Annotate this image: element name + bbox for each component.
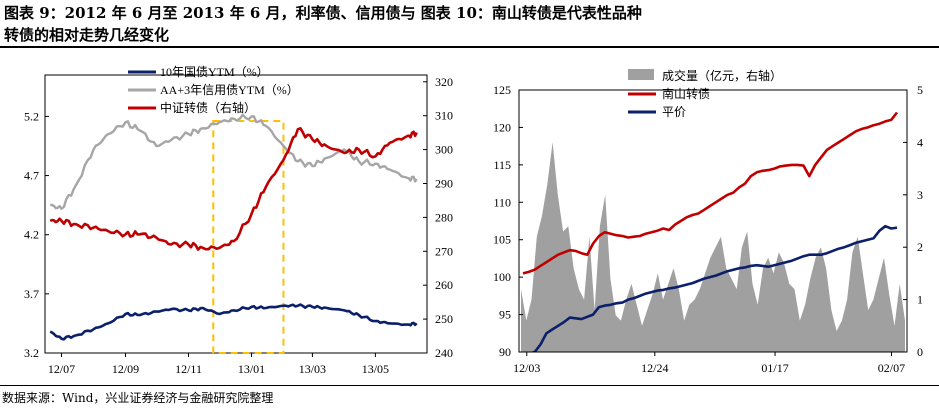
source-note: 数据来源：Wind，兴业证券经济与金融研究院整理 xyxy=(2,391,274,405)
chart1-legend-label: 10年国债YTM（%） xyxy=(160,65,269,79)
footer-divider xyxy=(0,385,939,386)
chart2-left-tick-label: 105 xyxy=(493,233,511,247)
chart2-legend-swatch xyxy=(628,69,654,80)
chart1-right-tick-label: 240 xyxy=(435,346,453,360)
chart1-x-tick-label: 13/05 xyxy=(362,362,389,376)
chart1-x-tick-label: 12/07 xyxy=(48,362,75,376)
chart1-right-tick-label: 310 xyxy=(435,109,453,123)
chart2-left-tick-label: 95 xyxy=(499,308,511,322)
chart1-series-line-1 xyxy=(49,303,418,341)
chart1-legend-label: 中证转债（右轴） xyxy=(160,100,256,115)
chart1-right-tick-label: 320 xyxy=(435,75,453,89)
chart2-right-tick-label: 5 xyxy=(917,83,923,97)
chart1-left-tick-label: 4.7 xyxy=(24,169,39,183)
chart2-left-tick-label: 100 xyxy=(493,270,511,284)
chart2-right-tick-label: 2 xyxy=(917,240,923,254)
chart1-left-tick-label: 3.2 xyxy=(24,346,39,360)
chart1-series-line-3 xyxy=(49,127,418,251)
chart2-left-tick-label: 110 xyxy=(493,195,511,209)
chart1-highlight-box xyxy=(212,120,285,354)
chart2-x-tick-label: 12/24 xyxy=(641,361,668,375)
chart-nanshan-convertible: 90 95 100 105 110 115 120 125 0 1 2 3 4 5 12/03 12/24 01… xyxy=(493,68,923,375)
chart2-right-tick-label: 4 xyxy=(917,135,923,149)
chart1-right-tick-label: 280 xyxy=(435,210,453,224)
chart1-left-tick-label: 5.2 xyxy=(24,109,39,123)
figure-title-line-2: 转债的相对走势几经变化 xyxy=(4,26,170,44)
chart1-right-tick-label: 250 xyxy=(435,312,453,326)
figure-title-line-1: 图表 9：2012 年 6 月至 2013 年 6 月，利率债、信用债与 图表 … xyxy=(4,4,642,22)
chart2-legend-label: 南山转债 xyxy=(662,86,710,101)
chart2-left-tick-label: 90 xyxy=(499,345,511,359)
chart2-left-tick-label: 120 xyxy=(493,120,511,134)
chart2-x-tick-label: 01/17 xyxy=(761,361,788,375)
chart2-right-tick-label: 0 xyxy=(917,345,923,359)
chart2-legend-label: 成交量（亿元，右轴） xyxy=(662,68,782,83)
chart1-x-tick-label: 12/09 xyxy=(112,362,139,376)
chart1-right-tick-label: 290 xyxy=(435,176,453,190)
chart2-right-tick-label: 3 xyxy=(917,188,923,202)
chart1-right-tick-label: 270 xyxy=(435,244,453,258)
chart2-plot-frame xyxy=(518,89,908,353)
chart1-series-line-2 xyxy=(50,113,418,210)
chart1-x-tick-label: 13/01 xyxy=(238,362,265,376)
chart2-series-line-1 xyxy=(522,111,899,275)
chart2-x-tick-label: 12/03 xyxy=(513,361,540,375)
chart1-left-tick-label: 4.2 xyxy=(24,228,39,242)
chart-rates-credit-convertible: 3.2 3.7 4.2 4.7 5.2 240 250 260 270 280 290 300 310 3… xyxy=(24,65,453,376)
chart2-x-tick-label: 02/07 xyxy=(878,361,905,375)
chart1-left-tick-label: 3.7 xyxy=(24,287,39,301)
chart1-right-tick-label: 300 xyxy=(435,143,453,157)
chart2-legend-label: 平价 xyxy=(662,105,686,119)
chart1-x-tick-label: 13/03 xyxy=(299,362,326,376)
chart2-right-tick-label: 1 xyxy=(917,293,923,307)
chart2-left-tick-label: 115 xyxy=(493,158,511,172)
chart2-left-tick-label: 125 xyxy=(493,83,511,97)
chart1-legend-label: AA+3年信用债YTM（%） xyxy=(160,83,299,97)
chart1-x-tick-label: 12/11 xyxy=(175,362,202,376)
title-divider xyxy=(0,46,939,48)
chart1-right-tick-label: 260 xyxy=(435,278,453,292)
chart2-volume-area xyxy=(521,142,905,352)
chart2-series-line-2 xyxy=(529,224,898,352)
